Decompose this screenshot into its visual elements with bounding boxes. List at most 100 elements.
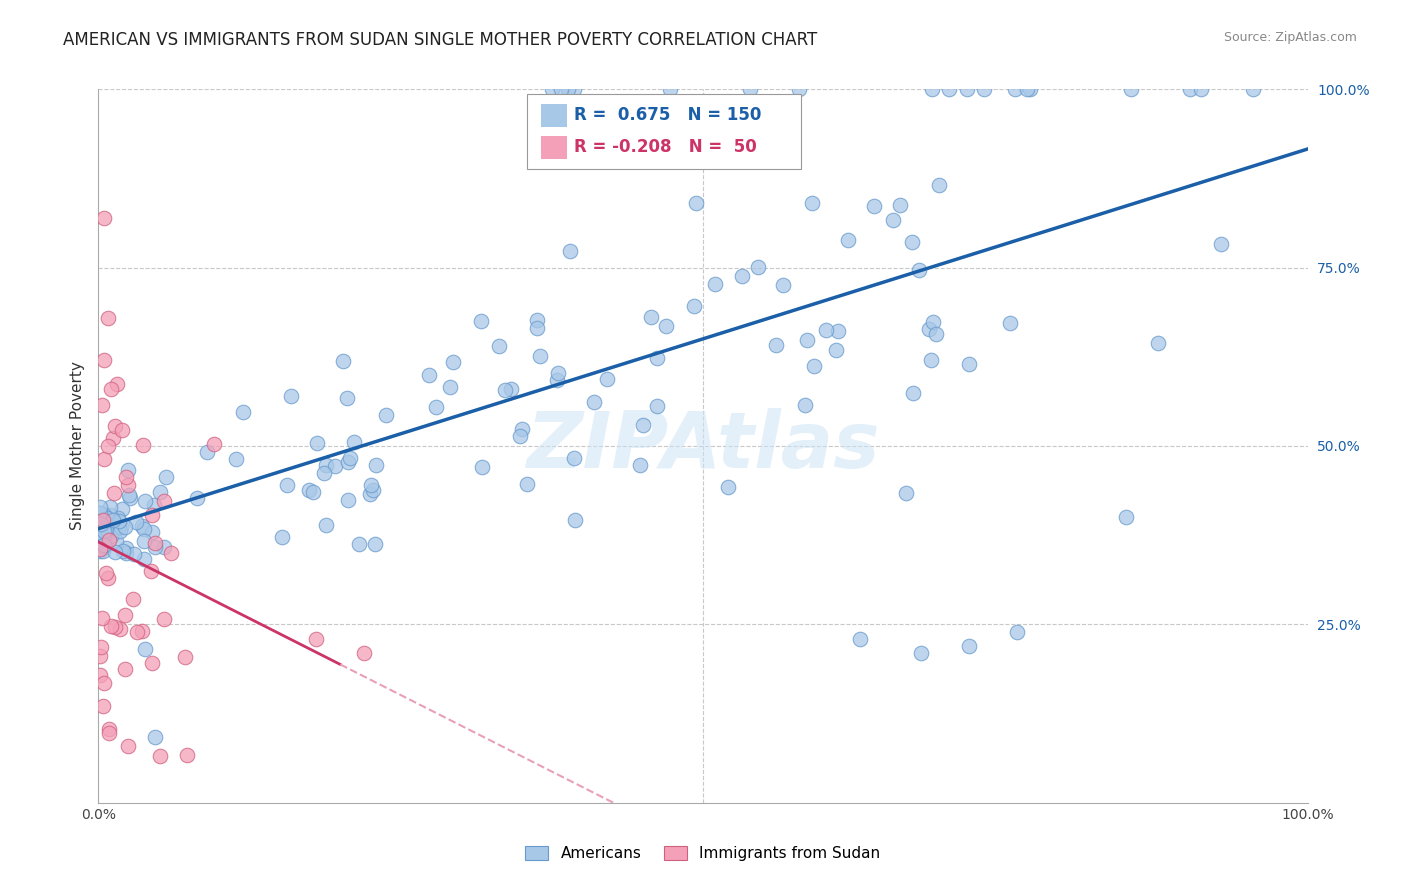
- Point: [359, 487, 381, 501]
- Point: [100, 619, 122, 633]
- Point: [91, 611, 114, 625]
- Point: [529, 350, 551, 364]
- Point: [323, 458, 346, 473]
- Point: [117, 477, 139, 491]
- Point: [94, 522, 117, 536]
- Legend: Americans, Immigrants from Sudan: Americans, Immigrants from Sudan: [519, 839, 887, 867]
- Point: [186, 491, 208, 505]
- Point: [312, 466, 335, 480]
- Point: [717, 480, 740, 494]
- Point: [703, 277, 725, 291]
- Point: [546, 373, 568, 387]
- Point: [339, 451, 361, 466]
- Point: [108, 519, 131, 533]
- Point: [298, 483, 321, 497]
- Point: [800, 196, 823, 211]
- Point: [562, 450, 585, 465]
- Point: [90, 516, 112, 531]
- Point: [647, 351, 669, 365]
- Point: [141, 656, 163, 670]
- Point: [112, 544, 135, 558]
- Point: [557, 82, 579, 96]
- Point: [499, 382, 522, 396]
- Point: [765, 338, 787, 352]
- Point: [973, 82, 995, 96]
- Point: [596, 372, 619, 386]
- Point: [104, 545, 127, 559]
- Point: [115, 469, 138, 483]
- Point: [100, 382, 122, 396]
- Point: [907, 263, 929, 277]
- Point: [526, 320, 548, 334]
- Point: [98, 723, 121, 737]
- Point: [787, 82, 810, 96]
- Point: [337, 455, 360, 469]
- Point: [956, 82, 979, 96]
- Point: [547, 366, 569, 380]
- Point: [98, 533, 121, 547]
- Point: [104, 522, 127, 536]
- Point: [89, 500, 111, 514]
- Text: ZIPAtlas: ZIPAtlas: [526, 408, 880, 484]
- Point: [100, 529, 122, 543]
- Point: [94, 532, 117, 546]
- Point: [583, 395, 606, 409]
- Point: [97, 725, 120, 739]
- Point: [814, 322, 837, 336]
- Point: [132, 438, 155, 452]
- Point: [114, 541, 136, 555]
- Point: [141, 525, 163, 540]
- Point: [117, 463, 139, 477]
- Point: [141, 508, 163, 522]
- Text: AMERICAN VS IMMIGRANTS FROM SUDAN SINGLE MOTHER POVERTY CORRELATION CHART: AMERICAN VS IMMIGRANTS FROM SUDAN SINGLE…: [63, 31, 817, 49]
- Point: [93, 524, 115, 538]
- Point: [315, 518, 337, 533]
- Text: Source: ZipAtlas.com: Source: ZipAtlas.com: [1223, 31, 1357, 45]
- Point: [114, 546, 136, 560]
- Point: [918, 321, 941, 335]
- Point: [93, 508, 115, 522]
- Point: [131, 518, 153, 533]
- Point: [152, 612, 174, 626]
- Point: [938, 82, 960, 96]
- Point: [901, 235, 924, 249]
- Point: [139, 565, 162, 579]
- Point: [803, 359, 825, 374]
- Point: [134, 493, 156, 508]
- Point: [562, 82, 585, 96]
- Point: [640, 310, 662, 325]
- Point: [89, 513, 111, 527]
- Point: [747, 260, 769, 274]
- Text: R =  0.675   N = 150: R = 0.675 N = 150: [574, 106, 761, 124]
- Point: [111, 502, 134, 516]
- Point: [118, 491, 141, 506]
- Point: [105, 376, 128, 391]
- Point: [89, 534, 111, 549]
- Point: [920, 352, 942, 367]
- Point: [93, 529, 115, 543]
- Point: [125, 624, 148, 639]
- Point: [93, 451, 115, 466]
- Point: [91, 508, 114, 522]
- Point: [302, 485, 325, 500]
- Point: [1119, 82, 1142, 96]
- Point: [108, 514, 131, 528]
- Point: [160, 546, 183, 560]
- Point: [143, 730, 166, 744]
- Point: [225, 451, 247, 466]
- Point: [336, 492, 359, 507]
- Point: [93, 353, 115, 368]
- Point: [470, 314, 492, 328]
- Point: [1015, 82, 1038, 96]
- Point: [441, 355, 464, 369]
- Point: [827, 325, 849, 339]
- Point: [134, 552, 156, 566]
- Point: [276, 478, 298, 492]
- Point: [108, 524, 131, 538]
- Point: [114, 519, 136, 533]
- Point: [889, 198, 911, 212]
- Point: [738, 82, 761, 96]
- Point: [93, 211, 115, 225]
- Point: [103, 485, 125, 500]
- Point: [516, 477, 538, 491]
